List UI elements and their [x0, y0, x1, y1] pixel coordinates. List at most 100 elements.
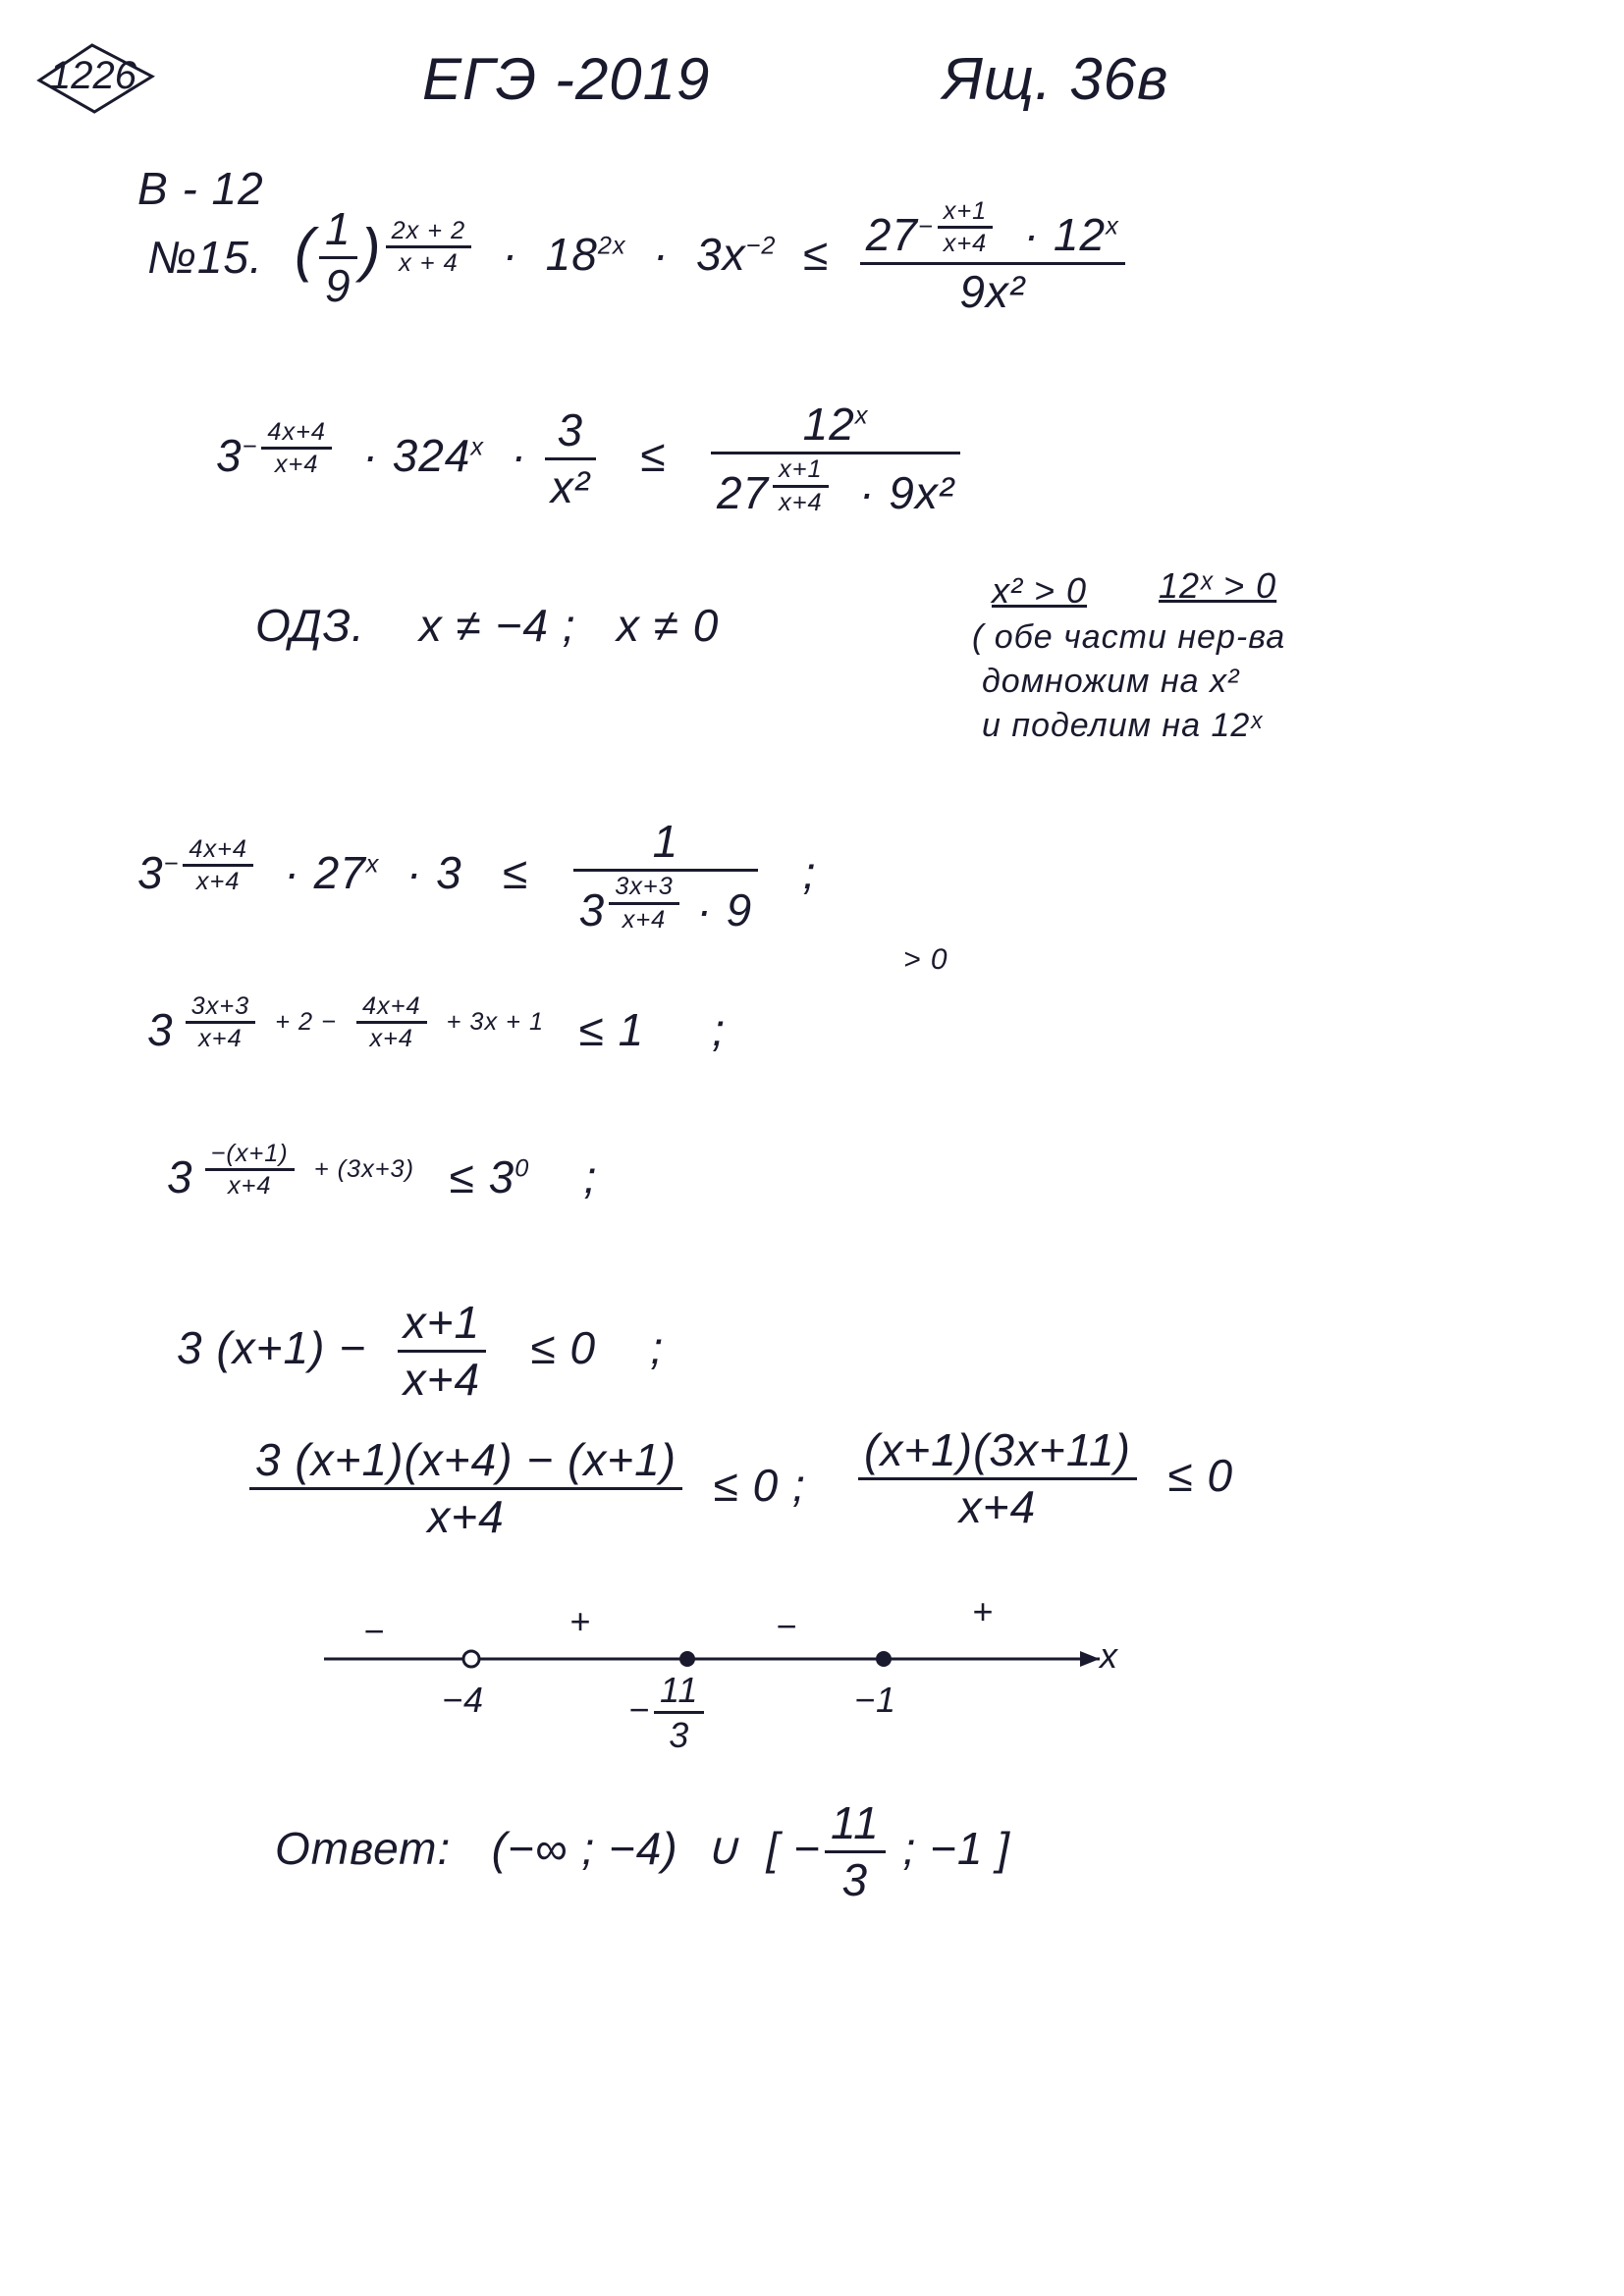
nl-sign1: − [363, 1610, 385, 1652]
eq4-plus2: + 3x + 1 [447, 1008, 544, 1036]
eq7-num: 3 (x+1)(x+4) − (x+1) [249, 1433, 682, 1490]
eq2-a-exp-den: x+4 [261, 450, 332, 479]
nl-sign3: − [776, 1605, 797, 1647]
eq3-rhs-den-a: 3 [579, 884, 606, 935]
eq4-t1-num: 3x+3 [186, 991, 256, 1024]
eq4-plus1: + 2 − [275, 1008, 337, 1036]
nl-p2-den: 3 [654, 1714, 704, 1756]
eq4: 3 3x+3x+4 + 2 − 4x+4x+4 + 3x + 1 ≤ 1 ; [147, 991, 726, 1057]
eq3-rhs-num: 1 [573, 815, 759, 872]
eq2-c-den: x² [545, 460, 596, 514]
answer-int2-num: 11 [825, 1796, 886, 1853]
eq3-a-exp-num: 4x+4 [183, 834, 253, 867]
eq3-rhs-den-b: · 9 [697, 884, 753, 935]
eq5-t2: + (3x+3) [314, 1155, 414, 1183]
eq2-b: 324 [393, 430, 471, 481]
nl-sign4: + [972, 1590, 994, 1632]
eq8-rel: ≤ 0 [1167, 1450, 1233, 1501]
eq2-a-exp-num: 4x+4 [261, 417, 332, 450]
eq8: (x+1)(3x+11)x+4 ≤ 0 [854, 1423, 1233, 1534]
answer-label: Ответ: [275, 1823, 451, 1874]
eq3-a: 3 [137, 847, 164, 898]
header-ref: Ящ. 36в [943, 44, 1168, 115]
eq6-frac-den: x+4 [398, 1353, 486, 1407]
eq1-rel: ≤ [803, 229, 829, 280]
eq3-note: > 0 [903, 942, 948, 978]
nl-p3: −1 [854, 1679, 896, 1721]
variant-label: В - 12 [137, 162, 264, 216]
answer-int2-open: [ − [767, 1823, 821, 1874]
eq5-rel: ≤ 3 [450, 1151, 515, 1202]
eq2-rhs-num-exp: x [855, 402, 869, 430]
answer: Ответ: (−∞ ; −4) ∪ [ −113 ; −1 ] [275, 1796, 1010, 1907]
side-top2: 12ˣ > 0 [1159, 564, 1276, 607]
eq4-t2-den: x+4 [356, 1024, 427, 1053]
eq8-num: (x+1)(3x+11) [858, 1423, 1137, 1480]
eq2-a: 3 [216, 430, 243, 481]
side-l1: ( обе части нер-ва [972, 618, 1285, 657]
odz-c2: x ≠ 0 [617, 600, 719, 651]
eq1-exp-den: x + 4 [386, 248, 472, 278]
eq6: 3 (x+1) − x+1x+4 ≤ 0 ; [177, 1296, 664, 1407]
page: 1226 ЕГЭ -2019 Ящ. 36в В - 12 №15. (19)2… [0, 0, 1624, 2296]
header-title: ЕГЭ -2019 [422, 44, 710, 115]
eq1-mid1-exp: 2x [598, 232, 626, 259]
eq2-rel: ≤ [640, 430, 666, 481]
odz-c1: x ≠ −4 ; [419, 600, 576, 651]
problem-number: №15. [147, 231, 263, 285]
eq3-tail: ; [803, 847, 817, 898]
eq6-lhs: 3 (x+1) − [177, 1322, 366, 1373]
eq5-t1-den: x+4 [205, 1171, 295, 1201]
eq1: (19)2x + 2x + 4 · 182x · 3x−2 ≤ 27−x+1x+… [295, 196, 1129, 319]
eq4-base: 3 [147, 1004, 174, 1055]
eq4-t2-num: 4x+4 [356, 991, 427, 1024]
nl-p2: −113 [628, 1669, 708, 1756]
eq2-rhs-den-a: 27 [717, 467, 769, 518]
side-l3: и поделим на 12ˣ [982, 707, 1263, 745]
eq6-frac-num: x+1 [398, 1296, 486, 1353]
odz: ОДЗ. x ≠ −4 ; x ≠ 0 [255, 599, 719, 653]
eq2: 3−4x+4x+4 · 324x · 3x² ≤ 12x 27x+1x+4 · … [216, 398, 964, 520]
eq2-rhs-den-a-exp-den: x+4 [773, 488, 829, 517]
eq1-rhs-a: 27 [866, 209, 918, 260]
eq3-a-exp-den: x+4 [183, 867, 253, 896]
eq3-rel: ≤ [503, 847, 528, 898]
eq7: 3 (x+1)(x+4) − (x+1)x+4 ≤ 0 ; [245, 1433, 806, 1544]
nl-p2-prefix: − [628, 1689, 650, 1730]
eq7-rel: ≤ 0 ; [714, 1460, 806, 1511]
eq3-rhs-den-a-exp-den: x+4 [609, 905, 679, 934]
eq1-rhs-a-exp-num: x+1 [938, 196, 994, 229]
eq6-rel: ≤ 0 [530, 1322, 596, 1373]
eq3: 3−4x+4x+4 · 27x · 3 ≤ 1 33x+3x+4 · 9 ; [137, 815, 816, 937]
nl-p2-num: 11 [654, 1669, 704, 1714]
eq7-den: x+4 [249, 1490, 682, 1544]
eq4-tail: ; [712, 1004, 726, 1055]
eq1-exp-num: 2x + 2 [386, 216, 472, 248]
nl-sign2: + [569, 1600, 591, 1642]
eq1-rhs-a-exp-den: x+4 [938, 229, 994, 258]
eq6-tail: ; [650, 1322, 664, 1373]
eq2-rhs-den-b: 9x² [889, 467, 954, 518]
nl-axis: x [1100, 1634, 1118, 1677]
eq1-rhs-den: 9x² [860, 265, 1125, 319]
eq3-rhs-den-a-exp-num: 3x+3 [609, 872, 679, 904]
eq4-t1-den: x+4 [186, 1024, 256, 1053]
eq3-c: · 3 [406, 847, 462, 898]
eq5-base: 3 [167, 1151, 193, 1202]
eq2-rhs-num: 12 [803, 399, 855, 450]
answer-int2-den: 3 [825, 1853, 886, 1907]
eq5-tail: ; [583, 1151, 597, 1202]
eq5-t1-num: −(x+1) [205, 1139, 295, 1171]
side-top1: x² > 0 [992, 569, 1087, 612]
eq1-rhs-b-exp: x [1106, 213, 1119, 240]
answer-int1: (−∞ ; −4) [492, 1823, 678, 1874]
eq4-rel: ≤ 1 [579, 1004, 645, 1055]
eq3-b: 27 [314, 847, 366, 898]
eq2-c-num: 3 [545, 403, 596, 460]
eq2-b-exp: x [470, 433, 484, 460]
answer-int2-close: ; −1 ] [902, 1823, 1010, 1874]
odz-label: ОДЗ. [255, 600, 365, 651]
answer-union: ∪ [705, 1823, 739, 1874]
side-l2: домножим на x² [982, 663, 1239, 701]
eq1-rhs-b: 12 [1054, 209, 1106, 260]
